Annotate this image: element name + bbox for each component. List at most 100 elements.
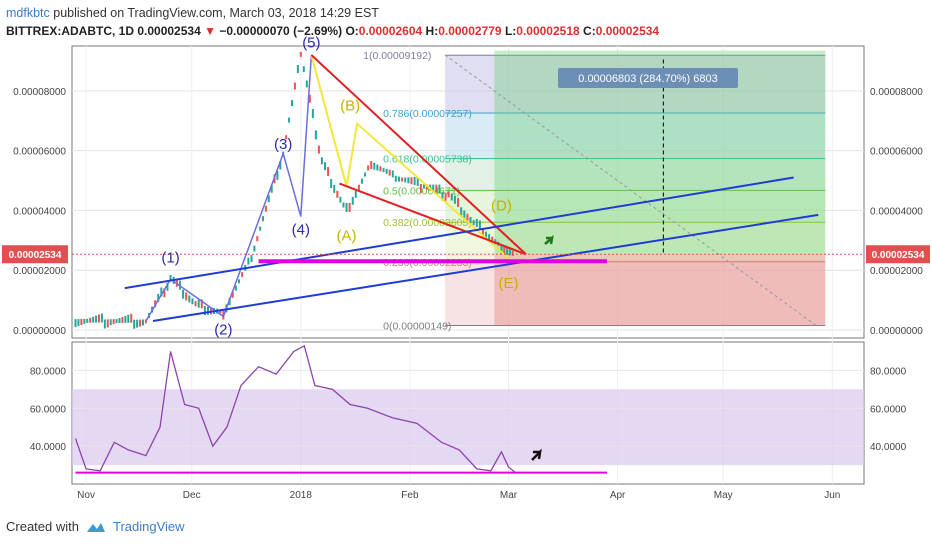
fib-level-label: 1(0.00009192) [363,50,431,62]
rsi-tick-label-right: 60.0000 [870,404,907,415]
candle [191,298,194,305]
candle [367,165,370,171]
x-tick-label: Mar [500,490,518,501]
elliott-correction-line [310,54,510,260]
candle [373,162,376,170]
close-label: C: [583,24,596,38]
candle [410,177,413,185]
y-tick-label-left: 0.00006000 [13,147,66,158]
candle [330,179,333,189]
y-tick-label-left: 0.00002000 [13,266,66,277]
candle [74,319,77,328]
symbol-label: BITTREX:ADABTC, 1D [6,24,134,38]
candle [506,247,509,255]
candle [83,318,86,324]
candle [348,202,351,212]
fib-zone [445,158,826,191]
candle [463,210,466,219]
candle [391,170,394,178]
high-value: 0.00002779 [438,24,502,38]
rsi-arrow-up-icon [531,448,542,461]
candle [118,318,121,324]
rsi-tick-label-left: 60.0000 [30,404,67,415]
elliott-wave-label: (5) [302,34,320,51]
candle [472,220,475,226]
y-tick-label-left: 0.00000000 [13,326,66,337]
candle [345,202,348,212]
candle [311,108,314,118]
candle [466,213,469,221]
candle [404,177,407,183]
candle [450,193,453,201]
candle [351,196,354,205]
long-position-stop-zone [494,254,826,326]
candle [444,192,447,201]
candle [267,195,270,203]
rsi-tick-label-left: 40.0000 [30,442,67,453]
candle [354,190,357,198]
candle [163,288,166,298]
candle [121,316,124,323]
candle [103,319,106,329]
fib-level-label: 0.618(0.00005738) [383,153,472,165]
candle [401,177,404,182]
candle [308,94,311,103]
candle [413,177,416,186]
open-label: O: [345,24,359,38]
candle [302,66,305,73]
candle [203,306,206,316]
candle [250,255,253,263]
tradingview-brand[interactable]: TradingView [112,519,185,534]
wedge-upper-line [310,54,527,256]
open-value: 0.00002604 [358,24,423,38]
low-label: L: [504,24,517,38]
chart-header: mdfkbtc published on TradingView.com, Ma… [6,4,659,40]
candle [481,229,484,239]
candle [197,299,200,308]
x-tick-label: Dec [183,490,201,501]
candle [279,161,282,170]
fib-level-label: 0.382(0.00003605) [383,217,472,229]
candle [124,315,127,323]
candle [447,191,450,198]
candle [379,166,382,172]
candle [188,295,191,303]
candle [475,218,478,227]
candle [435,184,438,193]
last-price-badge-left [2,245,68,264]
y-tick-label-right: 0.00008000 [870,87,923,98]
x-tick-label: Nov [77,490,95,501]
candle [423,184,425,189]
channel-lower-line [152,213,819,323]
candle [262,216,265,222]
candle [382,168,385,173]
candle [234,285,237,291]
candle [247,257,250,265]
elliott-wave-label: (4) [292,221,310,238]
candle [219,309,222,314]
rsi-band [72,389,864,466]
candle [485,231,488,240]
fib-zone [445,261,826,326]
published-text: published on TradingView.com, March 03, … [53,6,379,20]
candle [457,197,460,207]
candle [92,316,95,323]
last-price-badge-right [866,245,930,264]
candle [327,167,330,177]
candle [357,184,360,191]
measure-label-box [558,68,738,88]
candle [169,274,172,281]
candle [333,184,336,193]
candle [200,299,203,309]
candle [231,291,234,298]
elliott-impulse-line [145,54,313,322]
author-link[interactable]: mdfkbtc [6,6,50,20]
candle [342,202,345,208]
fib-zone [445,113,826,159]
candle [291,100,293,107]
candle [238,279,241,284]
candle [376,164,379,171]
elliott-wave-label: (3) [274,136,292,153]
candle [95,315,98,323]
